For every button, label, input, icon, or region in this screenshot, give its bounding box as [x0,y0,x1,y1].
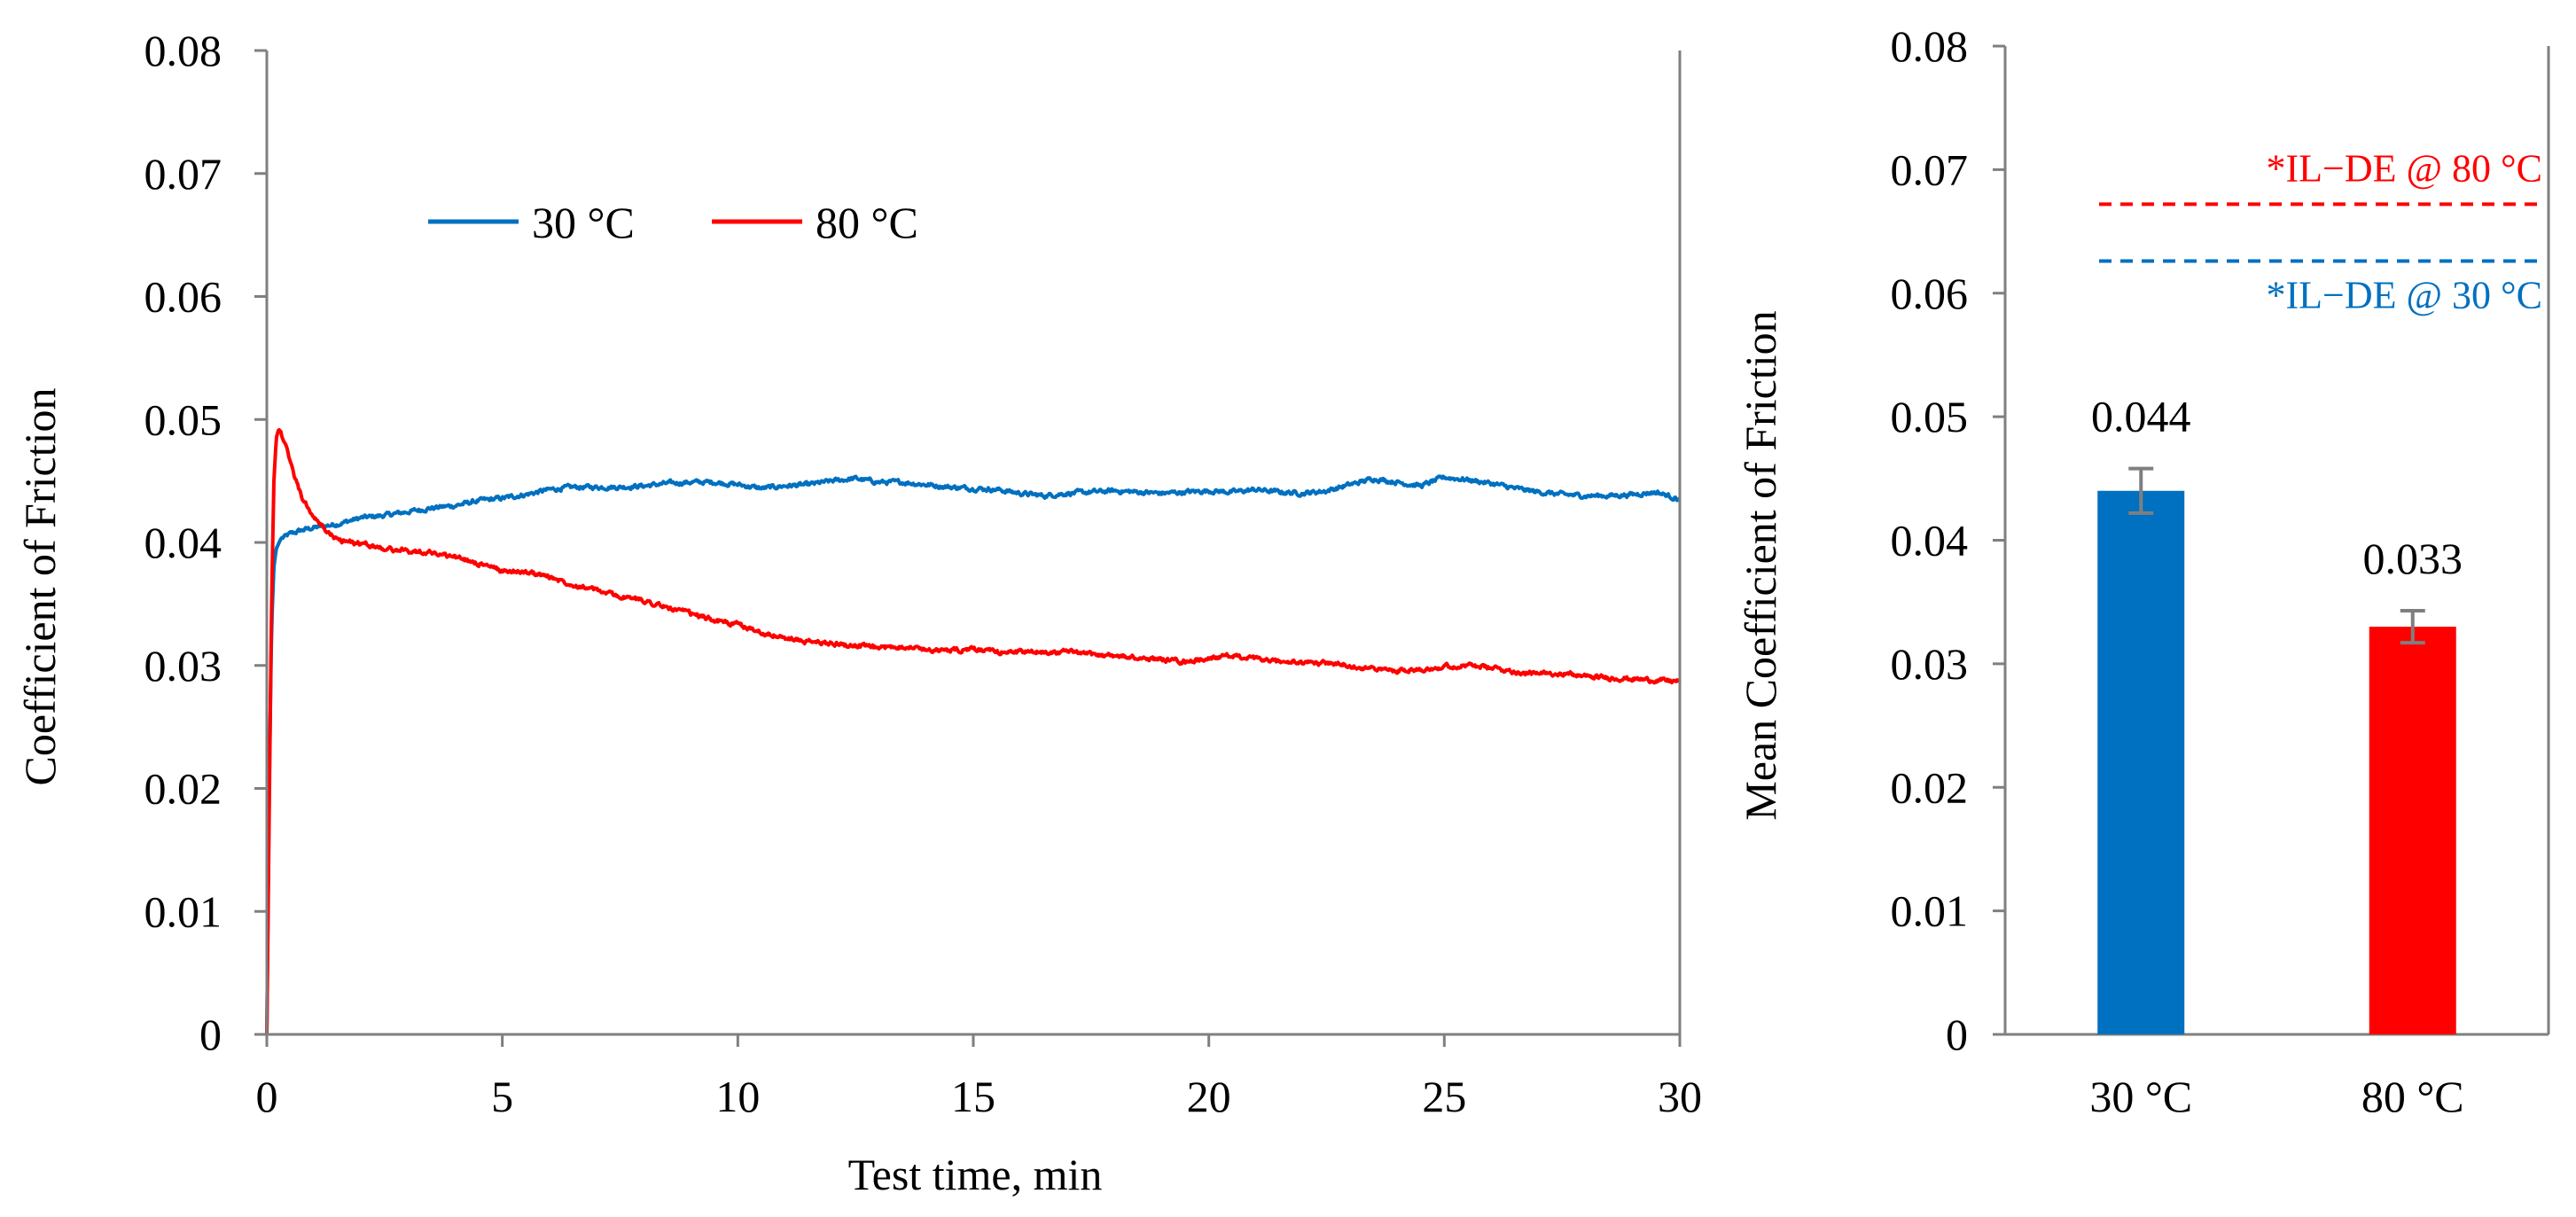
legend: 30 °C 80 °C [428,198,918,247]
line-x-axis-title: Test time, min [848,1150,1103,1199]
bar-30c [2097,490,2185,1034]
series-line-80c [265,428,1682,1035]
bar-chart: 0.044 0.033 *IL−DE @ 80 °C *IL−DE @ 30 °… [1736,21,2550,1121]
line-y-tick-label: 0 [199,1010,222,1059]
line-y-tick-label: 0.03 [144,641,222,690]
line-x-tick-label: 25 [1422,1072,1466,1121]
line-chart-axes [254,49,1682,1047]
bar-80c [2369,627,2456,1034]
line-x-tick-label: 0 [256,1072,278,1121]
line-y-tick-label: 0.06 [144,272,222,322]
bar-data-label-80c: 0.033 [2363,534,2463,583]
bar-y-tick-label: 0.08 [1891,21,1969,71]
reference-label-30c: *IL−DE @ 30 °C [2267,274,2542,317]
bar-y-tick-label: 0.05 [1891,392,1969,441]
line-x-tick-label: 30 [1658,1072,1702,1121]
bar-category-label-80c: 80 °C [2361,1072,2464,1121]
line-y-tick-labels: 0 0.01 0.02 0.03 0.04 0.05 0.06 0.07 0.08 [144,26,222,1059]
bar-category-label-30c: 30 °C [2089,1072,2192,1121]
series-line-30c [265,474,1682,1035]
line-y-tick-label: 0.07 [144,149,222,199]
line-x-tick-labels: 0 5 10 15 20 25 30 [256,1072,1703,1121]
bar-y-tick-label: 0.01 [1891,886,1969,936]
line-x-tick-label: 10 [715,1072,760,1121]
bar-y-tick-label: 0.03 [1891,639,1969,689]
bar-y-tick-label: 0.07 [1891,144,1969,194]
legend-label-30c: 30 °C [532,198,635,247]
line-y-tick-label: 0.08 [144,26,222,75]
bar-y-tick-label: 0.04 [1891,516,1969,566]
bar-data-label-30c: 0.044 [2091,392,2191,441]
line-x-tick-label: 15 [951,1072,995,1121]
bar-y-axis-title: Mean Coefficient of Friction [1736,310,1785,820]
line-x-tick-label: 5 [491,1072,513,1121]
bar-y-tick-label: 0.06 [1891,269,1969,318]
bar-y-tick-labels: 0 0.01 0.02 0.03 0.04 0.05 0.06 0.07 0.08 [1891,21,1969,1059]
line-chart: 0 0.01 0.02 0.03 0.04 0.05 0.06 0.07 0.08 0 5 10 15… [15,26,1702,1199]
line-y-tick-label: 0.04 [144,518,222,567]
bar-y-tick-label: 0.02 [1891,762,1969,812]
line-x-tick-label: 20 [1187,1072,1231,1121]
reference-label-80c: *IL−DE @ 80 °C [2267,146,2542,190]
line-y-tick-label: 0.01 [144,886,222,936]
bar-y-tick-label: 0 [1946,1010,1968,1059]
error-bar-80c [2400,608,2425,645]
line-chart-series [265,428,1682,1035]
line-y-axis-title: Coefficient of Friction [15,388,65,786]
line-y-tick-label: 0.02 [144,764,222,814]
error-bar-30c [2128,466,2154,515]
bar-chart-axes [1993,44,2550,1036]
legend-label-80c: 80 °C [816,198,918,247]
line-y-tick-label: 0.05 [144,394,222,444]
